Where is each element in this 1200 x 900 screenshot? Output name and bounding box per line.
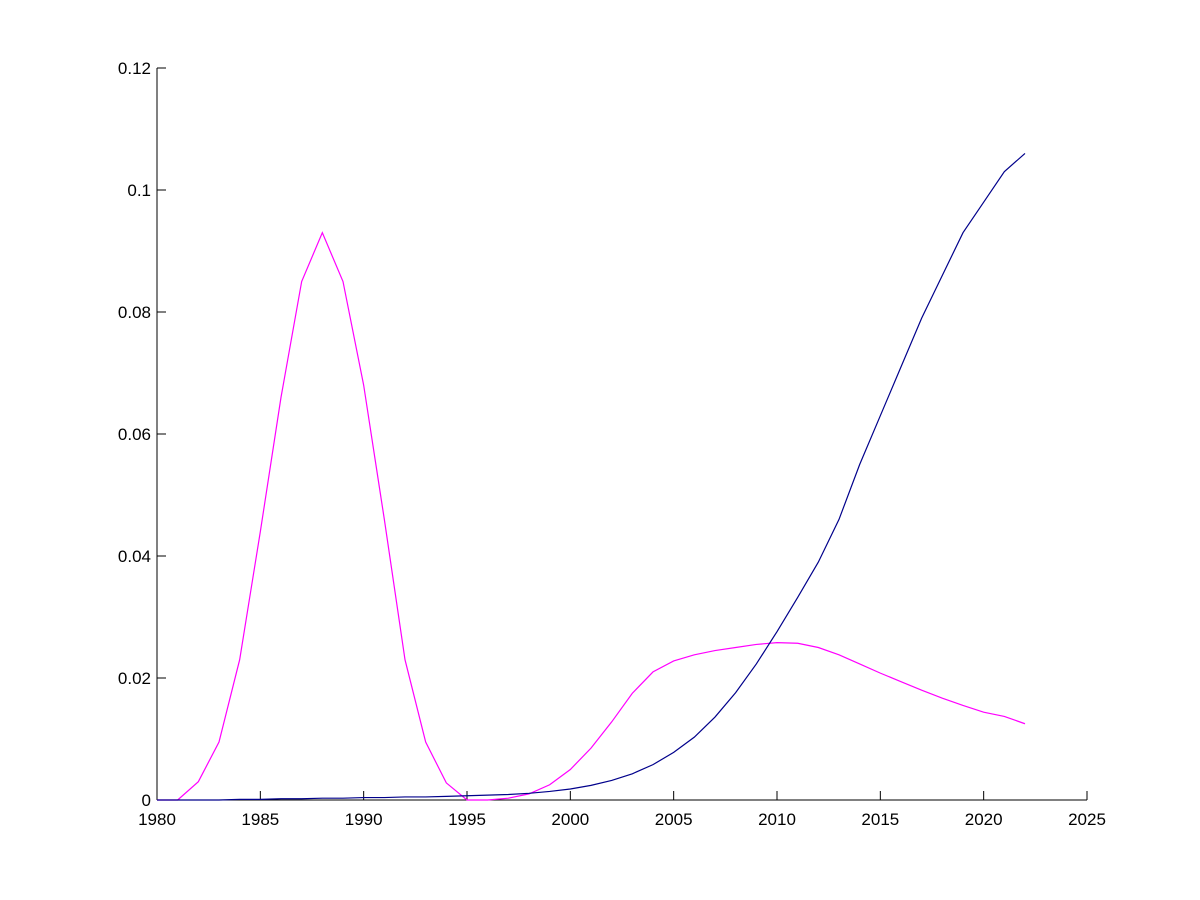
x-tick-label: 2020 xyxy=(965,810,1003,829)
y-tick-label: 0 xyxy=(142,791,151,810)
x-tick-label: 1980 xyxy=(138,810,176,829)
y-tick-label: 0.12 xyxy=(118,59,151,78)
x-tick-label: 1995 xyxy=(448,810,486,829)
x-tick-label: 2000 xyxy=(551,810,589,829)
x-tick-label: 2025 xyxy=(1068,810,1106,829)
y-tick-label: 0.02 xyxy=(118,669,151,688)
x-tick-label: 1990 xyxy=(345,810,383,829)
x-tick-label: 1985 xyxy=(241,810,279,829)
y-tick-label: 0.04 xyxy=(118,547,151,566)
y-tick-label: 0.08 xyxy=(118,303,151,322)
x-tick-label: 2015 xyxy=(861,810,899,829)
y-tick-label: 0.06 xyxy=(118,425,151,444)
x-tick-label: 2005 xyxy=(655,810,693,829)
line xyxy=(157,231,1026,801)
line xyxy=(157,152,1026,801)
y-tick-label: 0.1 xyxy=(127,181,151,200)
x-tick-label: 2010 xyxy=(758,810,796,829)
